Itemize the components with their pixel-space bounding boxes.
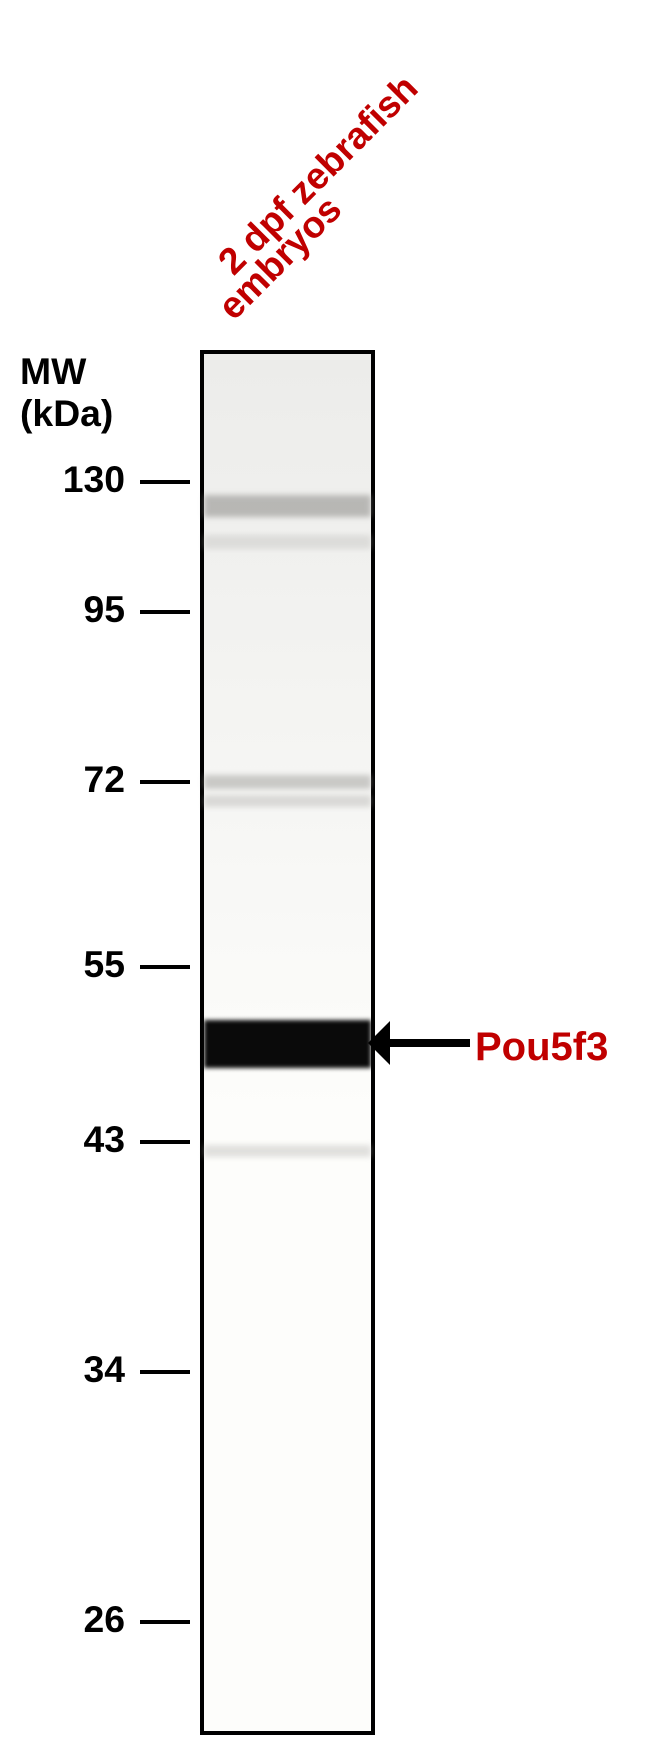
blot-band	[204, 795, 371, 807]
blot-band	[204, 495, 371, 517]
mw-marker-tick	[140, 1140, 190, 1144]
mw-header-line1: MW	[20, 350, 86, 393]
mw-marker-tick	[140, 480, 190, 484]
mw-marker-label: 43	[5, 1118, 125, 1161]
target-arrow-line	[390, 1039, 470, 1047]
mw-marker-tick	[140, 610, 190, 614]
western-blot-figure: 2 dpf zebrafish embryos MW (kDa) Pou5f3 …	[0, 0, 650, 1753]
mw-marker-tick	[140, 1620, 190, 1624]
blot-band	[204, 1145, 371, 1157]
blot-band	[204, 775, 371, 789]
mw-marker-label: 34	[5, 1348, 125, 1391]
mw-marker-tick	[140, 780, 190, 784]
mw-marker-label: 130	[5, 458, 125, 501]
mw-marker-label: 55	[5, 943, 125, 986]
lane-label-line1: 2 dpf zebrafish	[210, 66, 427, 283]
blot-lane	[200, 350, 375, 1735]
target-arrow-head	[368, 1021, 390, 1065]
blot-band	[204, 535, 371, 549]
mw-header-line2: (kDa)	[20, 392, 113, 435]
mw-marker-tick	[140, 965, 190, 969]
mw-marker-tick	[140, 1370, 190, 1374]
mw-marker-label: 95	[5, 588, 125, 631]
target-protein-label: Pou5f3	[475, 1025, 608, 1070]
mw-marker-label: 72	[5, 758, 125, 801]
blot-band	[204, 1020, 371, 1068]
mw-marker-label: 26	[5, 1598, 125, 1641]
